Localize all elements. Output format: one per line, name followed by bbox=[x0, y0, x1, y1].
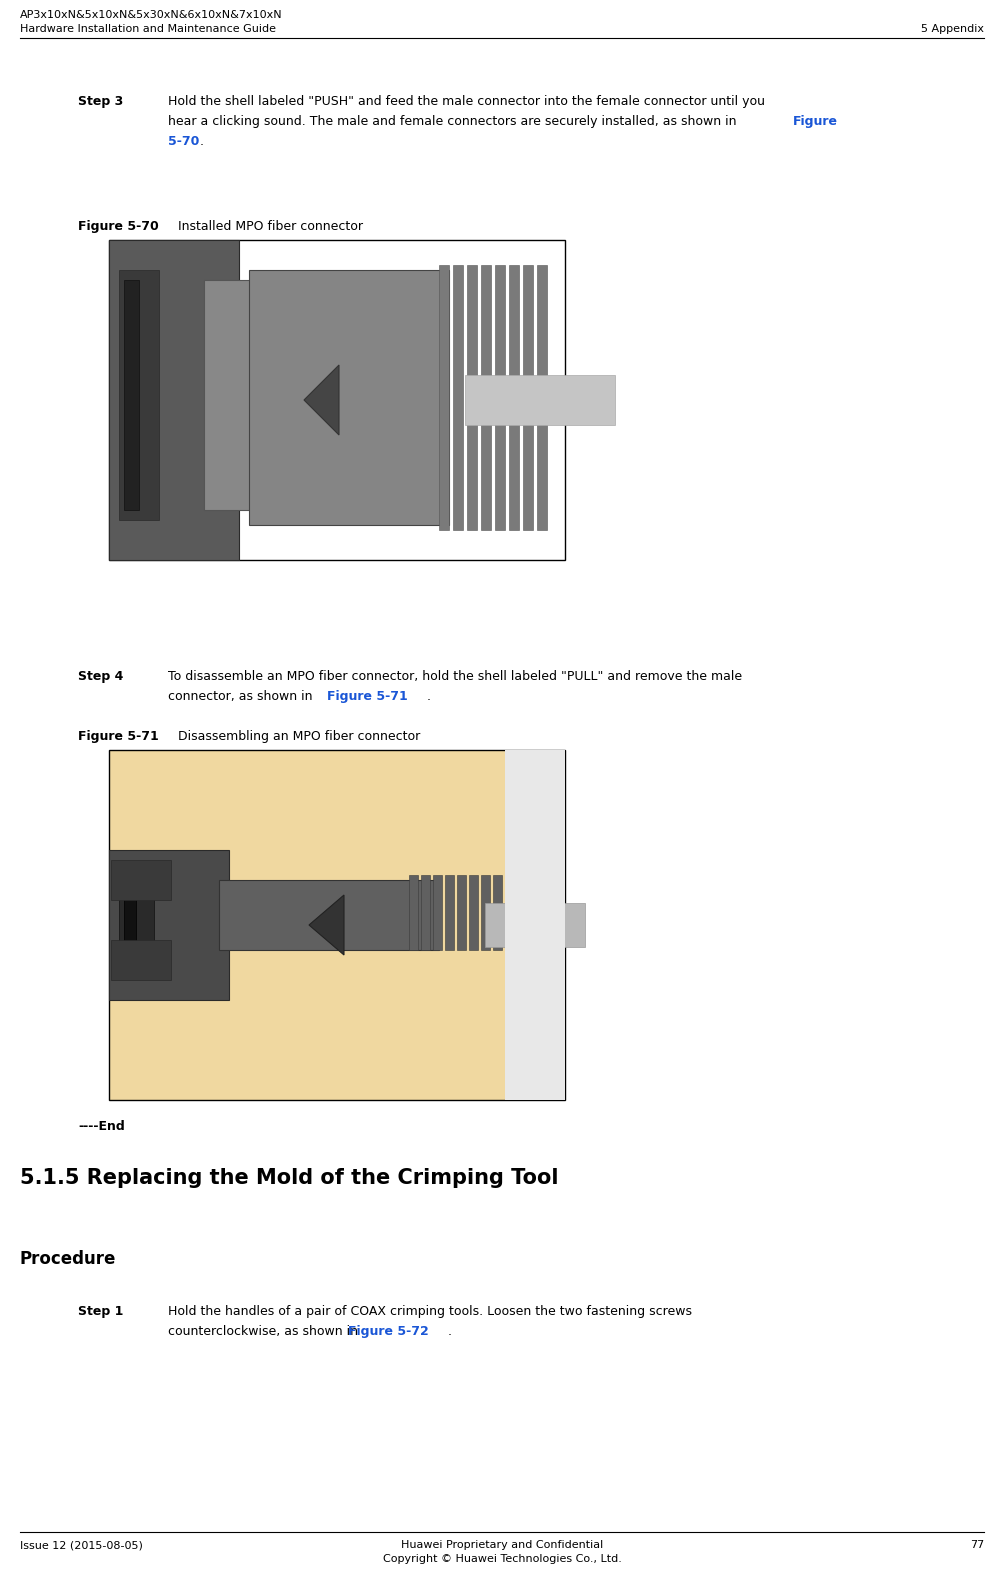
Polygon shape bbox=[304, 364, 339, 435]
Bar bbox=[124, 881, 135, 966]
Bar bbox=[480, 874, 489, 950]
Bar bbox=[249, 270, 448, 524]
Text: connector, as shown in: connector, as shown in bbox=[168, 689, 316, 703]
Text: AP3x10xN&5x10xN&5x30xN&6x10xN&7x10xN: AP3x10xN&5x10xN&5x30xN&6x10xN&7x10xN bbox=[20, 9, 282, 20]
Text: ----End: ----End bbox=[78, 1119, 124, 1134]
Bar bbox=[492, 874, 502, 950]
Text: Figure 5-71: Figure 5-71 bbox=[78, 730, 158, 743]
Bar bbox=[484, 903, 585, 947]
Text: Procedure: Procedure bbox=[20, 1250, 116, 1269]
Bar bbox=[468, 874, 477, 950]
Text: hear a clicking sound. The male and female connectors are securely installed, as: hear a clicking sound. The male and fema… bbox=[168, 115, 740, 129]
Bar bbox=[219, 881, 438, 950]
Text: Disassembling an MPO fiber connector: Disassembling an MPO fiber connector bbox=[178, 730, 420, 743]
Text: Figure: Figure bbox=[792, 115, 838, 129]
Text: Hardware Installation and Maintenance Guide: Hardware Installation and Maintenance Gu… bbox=[20, 24, 276, 35]
Text: 77: 77 bbox=[969, 1540, 983, 1550]
Bar bbox=[438, 265, 448, 531]
Text: 5 Appendix: 5 Appendix bbox=[920, 24, 983, 35]
Bar bbox=[505, 874, 514, 950]
Bar bbox=[408, 874, 417, 950]
Text: Hold the handles of a pair of COAX crimping tools. Loosen the two fastening scre: Hold the handles of a pair of COAX crimp… bbox=[168, 1305, 691, 1317]
Bar bbox=[494, 265, 505, 531]
Bar bbox=[517, 874, 526, 950]
Text: Figure 5-72: Figure 5-72 bbox=[348, 1325, 428, 1338]
Bar bbox=[456, 874, 465, 950]
Text: Hold the shell labeled "PUSH" and feed the male connector into the female connec: Hold the shell labeled "PUSH" and feed t… bbox=[168, 96, 764, 108]
Text: counterclockwise, as shown in: counterclockwise, as shown in bbox=[168, 1325, 362, 1338]
Bar bbox=[109, 240, 565, 560]
Text: To disassemble an MPO fiber connector, hold the shell labeled "PULL" and remove : To disassemble an MPO fiber connector, h… bbox=[168, 670, 741, 683]
Bar bbox=[509, 265, 519, 531]
Text: 5-70: 5-70 bbox=[168, 135, 200, 148]
Text: Copyright © Huawei Technologies Co., Ltd.: Copyright © Huawei Technologies Co., Ltd… bbox=[382, 1554, 621, 1564]
Polygon shape bbox=[309, 895, 344, 955]
Text: Step 3: Step 3 bbox=[78, 96, 123, 108]
Text: .: . bbox=[426, 689, 430, 703]
Bar bbox=[464, 375, 615, 425]
Bar bbox=[480, 265, 490, 531]
Text: .: . bbox=[200, 135, 204, 148]
Text: Step 1: Step 1 bbox=[78, 1305, 123, 1317]
Bar bbox=[119, 270, 158, 520]
Bar bbox=[444, 874, 453, 950]
Bar bbox=[109, 849, 229, 1000]
Text: .: . bbox=[447, 1325, 451, 1338]
Text: Figure 5-70: Figure 5-70 bbox=[78, 220, 158, 232]
Bar bbox=[109, 750, 565, 1101]
Bar bbox=[119, 870, 153, 970]
Bar bbox=[466, 265, 476, 531]
Bar bbox=[432, 874, 441, 950]
Bar bbox=[537, 265, 547, 531]
Bar bbox=[204, 279, 254, 510]
Text: Huawei Proprietary and Confidential: Huawei Proprietary and Confidential bbox=[400, 1540, 603, 1550]
Bar bbox=[124, 279, 138, 510]
Bar bbox=[111, 860, 171, 900]
Bar bbox=[109, 240, 239, 560]
Bar bbox=[523, 265, 533, 531]
Text: Figure 5-71: Figure 5-71 bbox=[327, 689, 407, 703]
Bar bbox=[505, 750, 565, 1101]
Text: Step 4: Step 4 bbox=[78, 670, 123, 683]
Bar bbox=[452, 265, 462, 531]
Bar bbox=[420, 874, 429, 950]
Text: 5.1.5 Replacing the Mold of the Crimping Tool: 5.1.5 Replacing the Mold of the Crimping… bbox=[20, 1168, 558, 1188]
Text: Installed MPO fiber connector: Installed MPO fiber connector bbox=[178, 220, 363, 232]
Text: Issue 12 (2015-08-05): Issue 12 (2015-08-05) bbox=[20, 1540, 142, 1550]
Bar bbox=[111, 940, 171, 980]
